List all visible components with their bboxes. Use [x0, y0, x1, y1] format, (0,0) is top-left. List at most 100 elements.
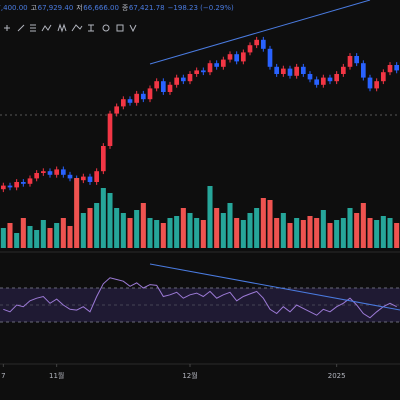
- tool-shape[interactable]: [102, 24, 110, 32]
- tool-wave[interactable]: [57, 23, 67, 33]
- volume-bar: [40, 220, 46, 248]
- tool-cross[interactable]: [4, 25, 10, 31]
- candle-body: [54, 169, 59, 175]
- volume-bar: [14, 233, 20, 248]
- x-tick-label: 11월: [49, 371, 64, 380]
- volume-bar: [320, 210, 326, 248]
- tool-more[interactable]: [129, 24, 137, 33]
- volume-bar: [234, 218, 240, 248]
- x-tick-label: 2025: [328, 372, 346, 380]
- x-axis: 7 11월 12월 2025: [1, 364, 346, 380]
- candle-body: [274, 66, 279, 74]
- candle-body: [267, 48, 273, 67]
- rsi-line: [3, 277, 397, 319]
- price-trendline: [149, 0, 371, 65]
- candle-body: [87, 176, 93, 182]
- volume-bar: [327, 223, 333, 248]
- candle-body: [347, 56, 353, 67]
- volume-bar: [380, 216, 386, 248]
- volume-bar: [87, 208, 93, 248]
- candle-body: [34, 173, 39, 179]
- candle-body: [247, 45, 253, 53]
- volume-bar: [307, 216, 313, 248]
- tool-line[interactable]: [17, 24, 25, 32]
- volume-bar: [274, 218, 280, 248]
- volume-bar: [347, 208, 353, 248]
- candle-body: [1, 185, 6, 190]
- candle-body: [167, 84, 173, 92]
- volume-bar: [60, 218, 66, 248]
- candle-body: [221, 59, 226, 67]
- volume-bar: [354, 213, 360, 248]
- candle-body: [287, 68, 293, 76]
- volume-bar: [187, 213, 193, 248]
- header-label: 저: [76, 3, 82, 12]
- volume-bar: [0, 228, 6, 248]
- volume-bar: [214, 208, 220, 248]
- candle-body: [387, 65, 393, 73]
- volume-bar: [107, 193, 113, 248]
- plot: [0, 36, 400, 319]
- candle-body: [101, 146, 106, 172]
- header-value: 67,400.00: [0, 4, 28, 12]
- x-tick-label: 7: [1, 372, 5, 380]
- candle-body: [307, 74, 313, 80]
- header-value: 67,421.78: [129, 4, 165, 12]
- volume-bar: [114, 208, 120, 248]
- candle-body: [234, 54, 239, 62]
- candle-body: [341, 66, 346, 74]
- candle-body: [14, 182, 19, 188]
- candle-body: [254, 39, 259, 46]
- tool-pattern[interactable]: [41, 24, 52, 32]
- tool-text[interactable]: [88, 24, 94, 32]
- tool-fib[interactable]: [71, 24, 83, 32]
- candle-body: [321, 77, 326, 85]
- header: 67,400.00고67,929.40저66,666.00종67,421.78−…: [0, 3, 234, 12]
- candle-body: [227, 54, 233, 60]
- volume-bar: [340, 218, 346, 248]
- tool-hlines[interactable]: [30, 24, 36, 32]
- volume-bar: [254, 208, 260, 248]
- tool-rect[interactable]: [116, 24, 124, 32]
- volume-bar: [287, 223, 293, 248]
- volume-bar: [74, 178, 80, 248]
- header-label: 고: [31, 4, 38, 12]
- candle-body: [81, 176, 86, 181]
- volume-bar: [387, 218, 393, 248]
- candle-body: [67, 174, 73, 179]
- candle-body: [241, 52, 246, 62]
- candle-body: [194, 70, 199, 74]
- candle-body: [121, 99, 126, 107]
- candle-body: [161, 81, 166, 92]
- candle-body: [174, 77, 179, 85]
- header-label: 종: [122, 4, 129, 12]
- header-value: 66,666.00: [83, 4, 119, 12]
- candle-body: [374, 81, 379, 89]
- candle-body: [294, 66, 299, 76]
- candle-body: [381, 72, 386, 82]
- candle-body: [327, 77, 333, 82]
- volume-bar: [100, 188, 106, 248]
- volume-bar: [34, 230, 40, 248]
- volume-bar: [314, 218, 320, 248]
- volume-bar: [260, 198, 266, 248]
- toolbar[interactable]: [4, 23, 137, 33]
- candle-body: [281, 68, 286, 74]
- volume-bar: [20, 218, 26, 248]
- candle-body: [47, 171, 53, 175]
- candle-body: [127, 99, 133, 103]
- candle-body: [367, 77, 373, 89]
- x-tick-label: 12월: [182, 371, 197, 380]
- volume-bar: [374, 220, 380, 248]
- candle-body: [21, 182, 26, 184]
- volume-bar: [207, 186, 213, 248]
- volume-bar: [247, 213, 253, 248]
- volume-bar: [334, 220, 340, 248]
- volume-bar: [67, 226, 73, 248]
- volume-bar: [220, 213, 226, 248]
- volume-bar: [174, 216, 180, 248]
- candle-body: [394, 65, 399, 71]
- candle-body: [61, 169, 66, 175]
- volume-bar: [167, 218, 173, 248]
